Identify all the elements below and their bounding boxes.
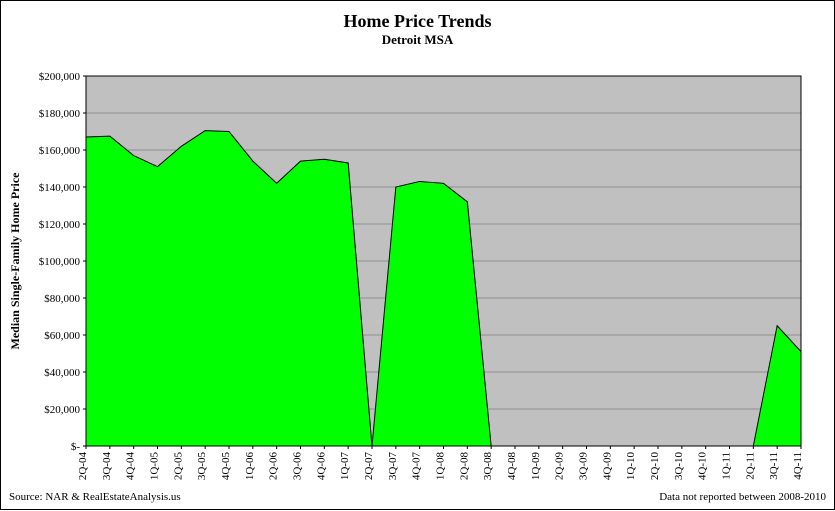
- svg-text:2Q-06: 2Q-06: [268, 452, 280, 481]
- svg-text:$100,000: $100,000: [39, 256, 81, 268]
- svg-text:$80,000: $80,000: [44, 293, 80, 305]
- svg-text:4Q-08: 4Q-08: [506, 452, 518, 481]
- svg-text:4Q-09: 4Q-09: [601, 452, 613, 481]
- svg-text:$-: $-: [71, 441, 81, 453]
- svg-text:2Q-09: 2Q-09: [554, 452, 566, 481]
- svg-text:3Q-10: 3Q-10: [673, 452, 685, 481]
- svg-text:4Q-11: 4Q-11: [792, 452, 804, 480]
- svg-text:2Q-05: 2Q-05: [172, 452, 184, 481]
- svg-text:3Q-08: 3Q-08: [482, 452, 494, 481]
- svg-text:$20,000: $20,000: [44, 404, 80, 416]
- area-chart: $- $20,000 $40,000 $60,000 $80,000 $100,000 $1…: [1, 1, 835, 511]
- svg-text:1Q-10: 1Q-10: [625, 452, 637, 481]
- svg-text:4Q-04: 4Q-04: [125, 452, 137, 481]
- svg-text:2Q-10: 2Q-10: [649, 452, 661, 481]
- svg-text:$60,000: $60,000: [44, 330, 80, 342]
- svg-text:3Q-05: 3Q-05: [196, 452, 208, 481]
- chart-container: Home Price Trends Detroit MSA $-$20,000$…: [0, 0, 835, 510]
- svg-text:1Q-05: 1Q-05: [149, 452, 161, 481]
- svg-text:1Q-06: 1Q-06: [244, 452, 256, 481]
- svg-text:2Q-07: 2Q-07: [363, 452, 375, 481]
- svg-text:2Q-08: 2Q-08: [458, 452, 470, 481]
- svg-text:1Q-08: 1Q-08: [435, 452, 447, 481]
- svg-text:2Q-04: 2Q-04: [77, 452, 89, 481]
- svg-text:4Q-10: 4Q-10: [697, 452, 709, 481]
- svg-text:1Q-09: 1Q-09: [530, 452, 542, 481]
- svg-text:$120,000: $120,000: [39, 219, 81, 231]
- svg-text:Median Single-Family Home Pric: Median Single-Family Home Price: [8, 172, 22, 350]
- svg-text:$140,000: $140,000: [39, 182, 81, 194]
- svg-text:3Q-11: 3Q-11: [768, 452, 780, 480]
- svg-text:$160,000: $160,000: [39, 145, 81, 157]
- data-note: Data not reported between 2008-2010: [659, 491, 826, 503]
- chart-footer: Source: NAR & RealEstateAnalysis.us Data…: [9, 491, 826, 503]
- svg-text:4Q-05: 4Q-05: [220, 452, 232, 481]
- svg-text:3Q-07: 3Q-07: [387, 452, 399, 481]
- svg-text:$40,000: $40,000: [44, 367, 80, 379]
- svg-text:1Q-07: 1Q-07: [339, 452, 351, 481]
- svg-text:4Q-07: 4Q-07: [411, 452, 423, 481]
- svg-text:1Q-11: 1Q-11: [721, 452, 733, 480]
- source-note: Source: NAR & RealEstateAnalysis.us: [9, 491, 181, 503]
- svg-text:4Q-06: 4Q-06: [315, 452, 327, 481]
- svg-text:3Q-09: 3Q-09: [578, 452, 590, 481]
- svg-text:$180,000: $180,000: [39, 108, 81, 120]
- svg-text:2Q-11: 2Q-11: [744, 452, 756, 480]
- svg-text:$200,000: $200,000: [39, 71, 81, 83]
- svg-text:3Q-04: 3Q-04: [101, 452, 113, 481]
- svg-text:3Q-06: 3Q-06: [292, 452, 304, 481]
